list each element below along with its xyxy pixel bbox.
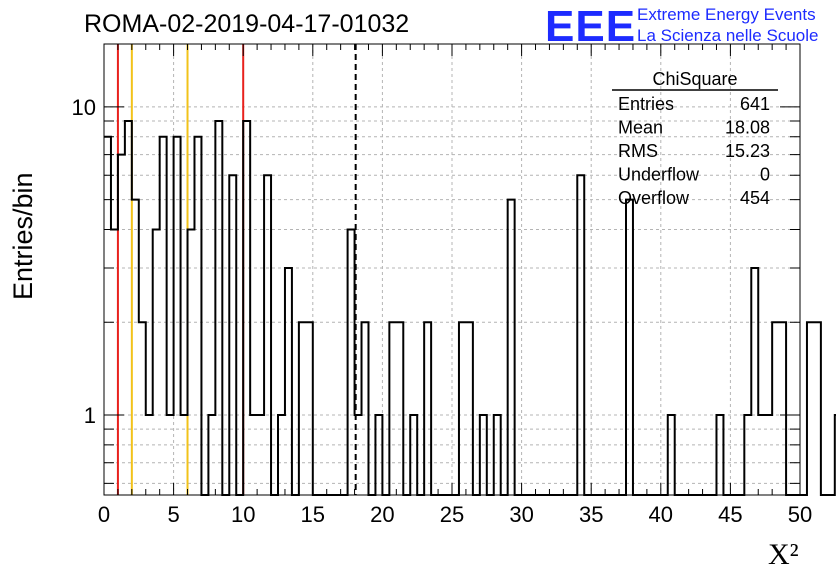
histogram-bin xyxy=(306,322,313,495)
histogram-bin xyxy=(480,415,487,495)
histogram-bin xyxy=(508,200,515,495)
histogram-bin xyxy=(194,137,201,495)
histogram-bin xyxy=(716,415,723,495)
histogram-bin xyxy=(772,322,779,495)
stats-value: 0 xyxy=(760,165,770,185)
histogram-bin xyxy=(174,137,181,495)
x-tick-label: 20 xyxy=(370,502,394,527)
histogram-bin xyxy=(758,415,765,495)
logo-line-1: Extreme Energy Events xyxy=(637,5,816,24)
histogram-bin xyxy=(362,322,369,495)
histogram-bin xyxy=(125,121,132,495)
histogram-bin xyxy=(410,415,417,495)
logo-line-2: La Scienza nelle Scuole xyxy=(637,26,819,45)
histogram-bin xyxy=(424,322,431,495)
histogram-bin xyxy=(153,230,160,495)
histogram-bin xyxy=(626,200,633,495)
histogram-bin xyxy=(814,322,821,495)
x-tick-label: 40 xyxy=(649,502,673,527)
histogram-bin xyxy=(355,415,362,495)
histogram-bin xyxy=(229,175,236,495)
eee-logo: EEE xyxy=(545,2,637,51)
histogram-bin xyxy=(744,415,751,495)
x-tick-label: 35 xyxy=(579,502,603,527)
histogram-bin xyxy=(139,322,146,495)
x-tick-label: 50 xyxy=(788,502,812,527)
y-tick-label: 1 xyxy=(84,403,96,428)
histogram-bin xyxy=(779,322,786,495)
histogram-bin xyxy=(278,415,285,495)
histogram-bin xyxy=(111,230,118,495)
histogram-bin xyxy=(132,200,139,495)
x-tick-label: 5 xyxy=(167,502,179,527)
histogram-bin xyxy=(765,415,772,495)
x-tick-label: 30 xyxy=(509,502,533,527)
histogram-bin xyxy=(250,415,257,495)
stats-label: Underflow xyxy=(618,165,700,185)
stats-box: ChiSquare Entries 641 Mean 18.08 RMS 15.23 Unde… xyxy=(612,69,778,208)
stats-value: 15.23 xyxy=(725,141,770,161)
histogram-bin xyxy=(389,322,396,495)
histogram-bin xyxy=(348,230,355,495)
histogram-bin xyxy=(807,322,814,495)
histogram-bin xyxy=(577,175,584,495)
stats-label: Mean xyxy=(618,118,663,138)
stats-value: 454 xyxy=(740,188,770,208)
histogram-bin xyxy=(146,415,153,495)
histogram-bin xyxy=(215,121,222,495)
x-tick-label: 25 xyxy=(440,502,464,527)
logo-caption: Extreme Energy Events La Scienza nelle S… xyxy=(637,4,818,46)
histogram-bin xyxy=(104,137,111,495)
histogram-bin xyxy=(181,415,188,495)
histogram-bin xyxy=(375,415,382,495)
stats-value: 18.08 xyxy=(725,118,770,138)
histogram-bin xyxy=(243,121,250,495)
histogram-bin xyxy=(160,137,167,495)
axes: 0 5 10 15 20 25 30 35 40 45 50 1 10 xyxy=(72,43,812,527)
x-tick-label: 0 xyxy=(98,502,110,527)
histogram-bin xyxy=(459,322,466,495)
histogram-bin xyxy=(668,415,675,495)
histogram-bin xyxy=(188,230,195,495)
stats-label: Overflow xyxy=(618,188,690,208)
stats-label: RMS xyxy=(618,141,658,161)
histogram-bin xyxy=(299,322,306,495)
chart-title: ROMA-02-2019-04-17-01032 xyxy=(84,10,410,38)
x-axis-label: X² xyxy=(768,538,799,571)
histogram-bin xyxy=(751,268,758,495)
x-tick-label: 15 xyxy=(301,502,325,527)
stats-label: Entries xyxy=(618,94,674,114)
histogram-bin xyxy=(208,415,215,495)
histogram-bin xyxy=(257,415,264,495)
histogram-outline xyxy=(104,119,836,496)
histogram-bin xyxy=(118,155,125,495)
histogram-bin xyxy=(285,268,292,495)
histogram-bin xyxy=(466,322,473,495)
histogram-bin xyxy=(396,322,403,495)
x-tick-label: 45 xyxy=(718,502,742,527)
stats-value: 641 xyxy=(740,94,770,114)
histogram-bin xyxy=(167,415,174,495)
histogram-series xyxy=(104,119,836,496)
x-tick-label: 10 xyxy=(231,502,255,527)
histogram-bin xyxy=(264,175,271,495)
y-tick-label: 10 xyxy=(72,95,96,120)
histogram-bin xyxy=(494,415,501,495)
stats-title: ChiSquare xyxy=(652,69,737,89)
